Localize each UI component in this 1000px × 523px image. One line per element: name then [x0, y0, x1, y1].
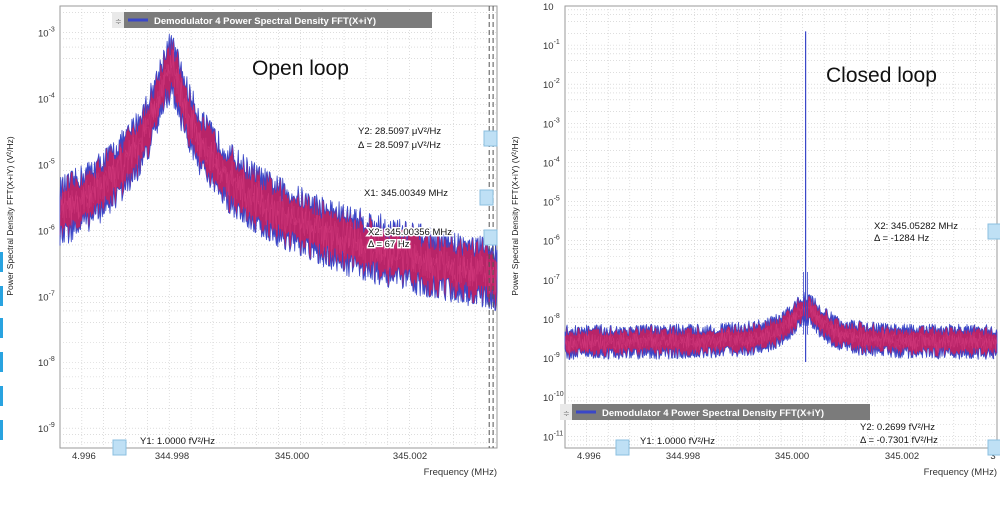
- cursor-handle[interactable]: [112, 439, 127, 456]
- y-tick-label: 10-4: [38, 92, 55, 105]
- y-tick-label: 10-3: [38, 26, 55, 39]
- cursor-y2-delta: Δ = -0.7301 fV²/Hz: [860, 435, 938, 446]
- overlay-label: Closed loop: [826, 64, 937, 87]
- legend: ≑ Demodulator 4 Power Spectral Density FF…: [560, 404, 870, 420]
- left-edge-marker: [0, 420, 3, 440]
- cursor-x2-delta: Δ = 67 Hz: [368, 239, 410, 250]
- data-series: [59, 33, 498, 311]
- y-tick-label: 10-9: [543, 352, 560, 365]
- y-tick-label: 10-11: [543, 430, 563, 443]
- y-tick-label: 10-2: [543, 78, 560, 91]
- y-tick-label: 10-10: [543, 391, 564, 404]
- x-tick-label: 345.002: [393, 451, 427, 462]
- y-tick-label: 10-6: [543, 235, 560, 248]
- cursor-handle[interactable]: [987, 439, 1000, 456]
- psd-trace: [564, 301, 998, 354]
- left-edge-marker: [0, 352, 3, 372]
- cursor-y2-label: Y2: 28.5097 μV²/Hz: [358, 126, 441, 137]
- x-axis-label: Frequency (MHz): [424, 467, 497, 478]
- cursor-handle[interactable]: [615, 439, 630, 456]
- y-tick-label: 10-4: [543, 156, 560, 169]
- cursor-y2-label: Y2: 0.2699 fV²/Hz: [860, 422, 935, 433]
- y-tick-label: 10-3: [543, 117, 560, 130]
- y-tick-label: 10-7: [38, 290, 55, 303]
- x-tick-label: 4.996: [577, 451, 601, 462]
- left-edge-marker: [0, 318, 3, 338]
- cursor-handle[interactable]: [479, 189, 494, 206]
- legend: ≑ Demodulator 4 Power Spectral Density FF…: [112, 12, 432, 28]
- y-tick-label: 10: [543, 2, 554, 13]
- left-edge-marker: [0, 386, 3, 406]
- cursor-handle[interactable]: [987, 223, 1000, 240]
- plot-area: [564, 5, 998, 449]
- data-series: [564, 31, 998, 362]
- x-tick-label: 345.000: [275, 451, 309, 462]
- legend-grip[interactable]: [112, 12, 124, 28]
- legend-label: Demodulator 4 Power Spectral Density FFT…: [154, 16, 376, 27]
- y-tick-label: 10-5: [543, 196, 560, 209]
- left-edge-marker: [0, 286, 3, 306]
- y-tick-label: 10-9: [38, 422, 55, 435]
- cursor-x2-delta: Δ = -1284 Hz: [874, 233, 929, 244]
- y-axis-label: Power Spectral Density FFT(X+iY) (V²/Hz): [5, 136, 15, 296]
- y-tick-label: 10-8: [38, 356, 55, 369]
- y-axis-label: Power Spectral Density FFT(X+iY) (V²/Hz): [510, 136, 520, 296]
- y-tick-label: 10-8: [543, 313, 560, 326]
- legend-box: [572, 404, 870, 420]
- x-axis-label: Frequency (MHz): [924, 467, 997, 478]
- psd-trace: [59, 50, 498, 295]
- y-tick-label: 10-5: [38, 158, 55, 171]
- legend-box: [124, 12, 432, 28]
- cursor-y2-delta: Δ = 28.5097 μV²/Hz: [358, 140, 441, 151]
- x-tick-label: 344.998: [155, 451, 189, 462]
- psd-noise-band: [59, 33, 498, 311]
- chart-open-loop: 10-3 10-4 10-5 10-6 10-7 10-8 10-9 4.996 344.998…: [5, 5, 498, 478]
- legend-grip[interactable]: [560, 404, 572, 420]
- cursor-y1-label: Y1: 1.0000 fV²/Hz: [140, 436, 215, 447]
- cursor-handle[interactable]: [483, 130, 498, 147]
- cursor-x2-label: X2: 345.05282 MHz: [874, 221, 958, 232]
- chart-closed-loop: 10 10-1 10-2 10-3 10-4 10-5 10-6 10-7 10-8 10-9 10…: [510, 2, 1000, 478]
- left-edge-marker: [0, 252, 3, 272]
- cursor-handle[interactable]: [483, 229, 498, 246]
- legend-label: Demodulator 4 Power Spectral Density FFT…: [602, 408, 824, 419]
- y-tick-label: 10-7: [543, 274, 560, 287]
- x-tick-label: 345.002: [885, 451, 919, 462]
- y-tick-label: 10-6: [38, 224, 55, 237]
- overlay-label: Open loop: [252, 57, 349, 80]
- cursor-y1-label: Y1: 1.0000 fV²/Hz: [640, 436, 715, 447]
- grip-icon: ≑: [563, 409, 570, 418]
- psd-trace: [564, 300, 998, 353]
- cursor-x2-label: X2: 345.00356 MHz: [368, 227, 452, 238]
- x-tick-label: 4.996: [72, 451, 96, 462]
- x-tick-label: 344.998: [666, 451, 700, 462]
- x-tick-label: 345.000: [775, 451, 809, 462]
- psd-trace: [59, 49, 498, 293]
- x-tick-label: 3: [990, 451, 995, 462]
- grip-icon: ≑: [115, 17, 122, 26]
- cursor-x1-label: X1: 345.00349 MHz: [364, 188, 448, 199]
- y-tick-label: 10-1: [543, 39, 560, 52]
